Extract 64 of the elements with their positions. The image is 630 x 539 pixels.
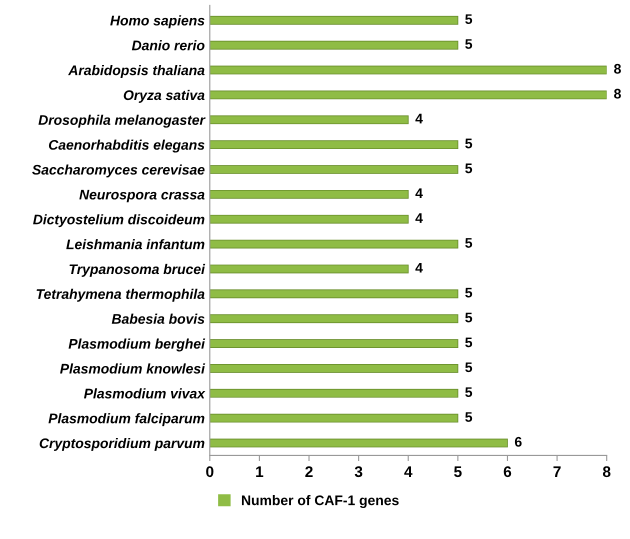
x-tick-label: 3 (354, 466, 362, 478)
bar (210, 165, 458, 174)
y-tick-label: Leishmania infantum (66, 239, 204, 250)
x-tick-label: 8 (602, 466, 610, 478)
data-label: 5 (465, 412, 472, 422)
data-label: 5 (465, 39, 472, 49)
data-label: 5 (465, 164, 472, 174)
data-label: 6 (514, 436, 522, 447)
bar (210, 90, 607, 100)
bar (210, 364, 458, 373)
y-tick-label: Babesia bovis (112, 314, 204, 324)
data-label: 8 (614, 64, 621, 74)
x-tick-label: 7 (553, 466, 561, 477)
y-tick-label: Saccharomyces cerevisae (32, 164, 205, 178)
bar (210, 314, 458, 324)
x-tick-label: 6 (504, 466, 512, 478)
x-tick-label: 1 (256, 466, 264, 477)
data-label: 5 (465, 338, 472, 348)
data-label: 5 (465, 238, 472, 248)
data-label: 5 (465, 288, 472, 298)
bar (210, 388, 458, 398)
y-tick-label: Plasmodium knowlesi (60, 363, 206, 374)
bar (210, 240, 458, 248)
x-tick-label: 4 (404, 466, 412, 477)
bar (210, 289, 458, 298)
bar (210, 40, 458, 50)
y-tick-label: Tetrahymena thermophila (36, 288, 205, 302)
y-tick-label: Plasmodium vivax (84, 388, 206, 398)
bar (210, 115, 409, 124)
data-label: 4 (415, 213, 423, 223)
x-tick-label: 2 (305, 466, 313, 477)
data-label: 5 (465, 138, 472, 148)
y-tick-label: Neurospora crassa (79, 190, 205, 202)
bar (210, 16, 458, 25)
data-label: 5 (465, 312, 472, 322)
bar (210, 214, 409, 224)
data-label: 4 (415, 188, 423, 198)
legend-label: Number of CAF-1 genes (242, 495, 399, 508)
x-tick-label: 0 (206, 466, 214, 478)
y-tick-label: Dictyostelium discoideum (33, 214, 204, 228)
y-tick-label: Trypanosoma brucei (70, 264, 206, 277)
y-tick-label: Arabidopsis thaliana (68, 65, 205, 78)
data-label: 4 (415, 114, 423, 124)
bar (210, 190, 409, 199)
y-tick-label: Plasmodium berghei (68, 338, 206, 352)
bar (210, 339, 458, 348)
data-label: 5 (465, 362, 472, 372)
y-tick-label: Oryza sativa (124, 90, 205, 103)
y-tick-label: Caenorhabditis elegans (48, 140, 204, 153)
data-label: 5 (465, 387, 472, 398)
y-tick-label: Danio rerio (132, 40, 204, 50)
y-tick-label: Plasmodium falciparum (48, 413, 204, 426)
bar (210, 66, 607, 74)
bar (210, 264, 409, 274)
data-label: 5 (465, 14, 472, 24)
x-tick-label: 5 (454, 466, 462, 478)
y-tick-label: Cryptosporidium parvum (40, 438, 204, 451)
data-label: 4 (415, 263, 423, 273)
y-tick-label: Homo sapiens (110, 15, 204, 28)
y-tick-label: Drosophila melanogaster (38, 114, 206, 128)
data-label: 8 (614, 88, 621, 99)
bar (210, 140, 458, 150)
bar (210, 414, 458, 423)
bar (210, 438, 508, 448)
